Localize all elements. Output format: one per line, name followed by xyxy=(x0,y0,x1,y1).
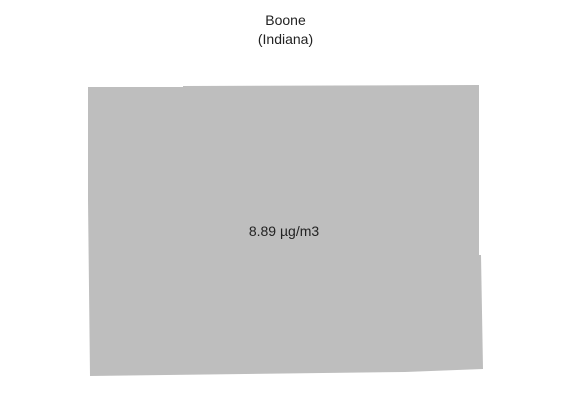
map-subtitle: (Indiana) xyxy=(257,31,314,47)
county-boundary-shape xyxy=(88,85,483,376)
map-title: Boone xyxy=(265,12,306,28)
county-value-label: 8.89 µg/m3 xyxy=(249,223,320,239)
map-title-block: Boone (Indiana) xyxy=(0,11,571,49)
